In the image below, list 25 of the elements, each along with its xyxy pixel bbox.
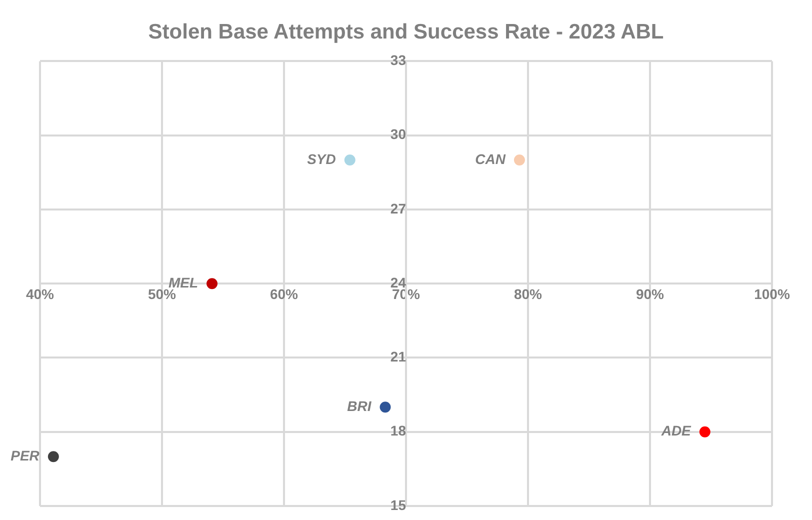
series-label: MEL <box>168 274 198 290</box>
y-tick-label: 33 <box>390 52 406 68</box>
x-tick-label: 100% <box>754 286 790 302</box>
series-label: BRI <box>347 398 372 414</box>
point <box>699 426 710 438</box>
y-tick-label: 27 <box>390 200 406 216</box>
x-tick-label: 80% <box>514 286 543 302</box>
y-tick-label: 21 <box>390 348 406 365</box>
series-label: PER <box>10 447 40 464</box>
point <box>206 278 218 290</box>
chart-title: Stolen Base Attempts and Success Rate - 2023 ABL <box>148 20 664 44</box>
y-tick-label: 30 <box>390 126 406 142</box>
series-label: SYD <box>307 150 336 167</box>
x-tick-label: 40% <box>26 286 55 302</box>
point <box>344 154 356 166</box>
point <box>48 451 59 462</box>
y-tick-label: 24 <box>390 274 406 290</box>
y-tick-label: 18 <box>390 422 406 439</box>
series-label: CAN <box>475 150 506 167</box>
series-label: ADE <box>660 422 692 439</box>
y-tick-label: 15 <box>390 496 406 513</box>
point <box>514 154 525 166</box>
x-tick-label: 90% <box>636 286 665 302</box>
point <box>380 402 391 413</box>
x-tick-label: 60% <box>270 286 299 302</box>
